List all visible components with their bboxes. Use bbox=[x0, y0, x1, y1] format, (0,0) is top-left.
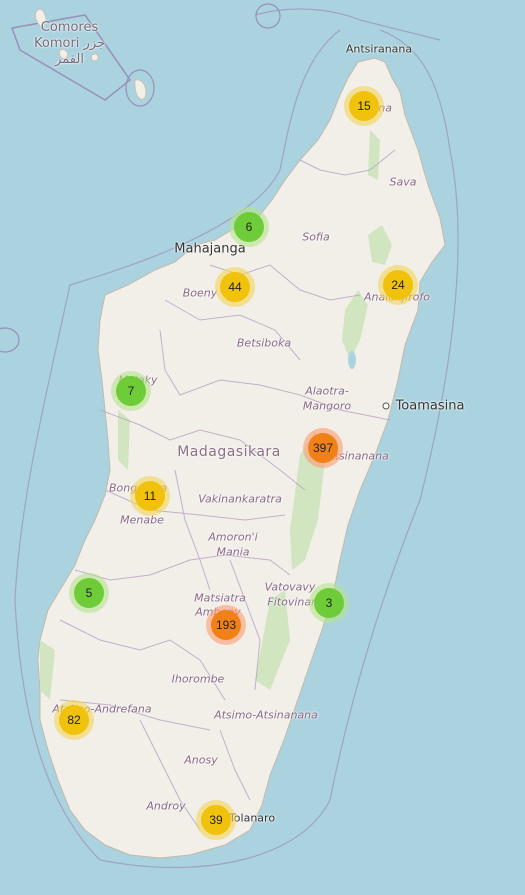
cluster-marker[interactable]: 39 bbox=[196, 800, 236, 840]
cluster-count: 82 bbox=[59, 705, 89, 735]
cluster-count: 15 bbox=[349, 91, 379, 121]
cluster-count: 11 bbox=[135, 481, 165, 511]
cluster-count: 7 bbox=[116, 376, 146, 406]
cluster-marker[interactable]: 3 bbox=[309, 583, 349, 623]
cluster-count: 3 bbox=[314, 588, 344, 618]
cluster-marker[interactable]: 82 bbox=[54, 700, 94, 740]
cluster-count: 397 bbox=[308, 433, 338, 463]
cluster-count: 39 bbox=[201, 805, 231, 835]
cluster-count: 24 bbox=[383, 270, 413, 300]
cluster-marker[interactable]: 15 bbox=[344, 86, 384, 126]
comoros-island bbox=[34, 8, 47, 28]
cluster-marker[interactable]: 5 bbox=[69, 573, 109, 613]
cluster-count: 193 bbox=[211, 610, 241, 640]
cluster-count: 5 bbox=[74, 578, 104, 608]
cluster-marker[interactable]: 397 bbox=[303, 428, 343, 468]
comoros-maritime-boundary bbox=[10, 14, 132, 101]
city-dot-toamasina bbox=[382, 402, 390, 410]
cluster-marker[interactable]: 6 bbox=[229, 207, 269, 247]
region-boundaries bbox=[59, 149, 396, 831]
cluster-count: 6 bbox=[234, 212, 264, 242]
cluster-marker[interactable]: 7 bbox=[111, 371, 151, 411]
cluster-marker[interactable]: 24 bbox=[378, 265, 418, 305]
cluster-count: 44 bbox=[220, 272, 250, 302]
madagascar-landmass bbox=[37, 57, 446, 859]
cluster-marker[interactable]: 193 bbox=[206, 605, 246, 645]
cluster-marker[interactable]: 11 bbox=[130, 476, 170, 516]
cluster-marker[interactable]: 44 bbox=[215, 267, 255, 307]
maritime-boundary bbox=[14, 29, 459, 869]
